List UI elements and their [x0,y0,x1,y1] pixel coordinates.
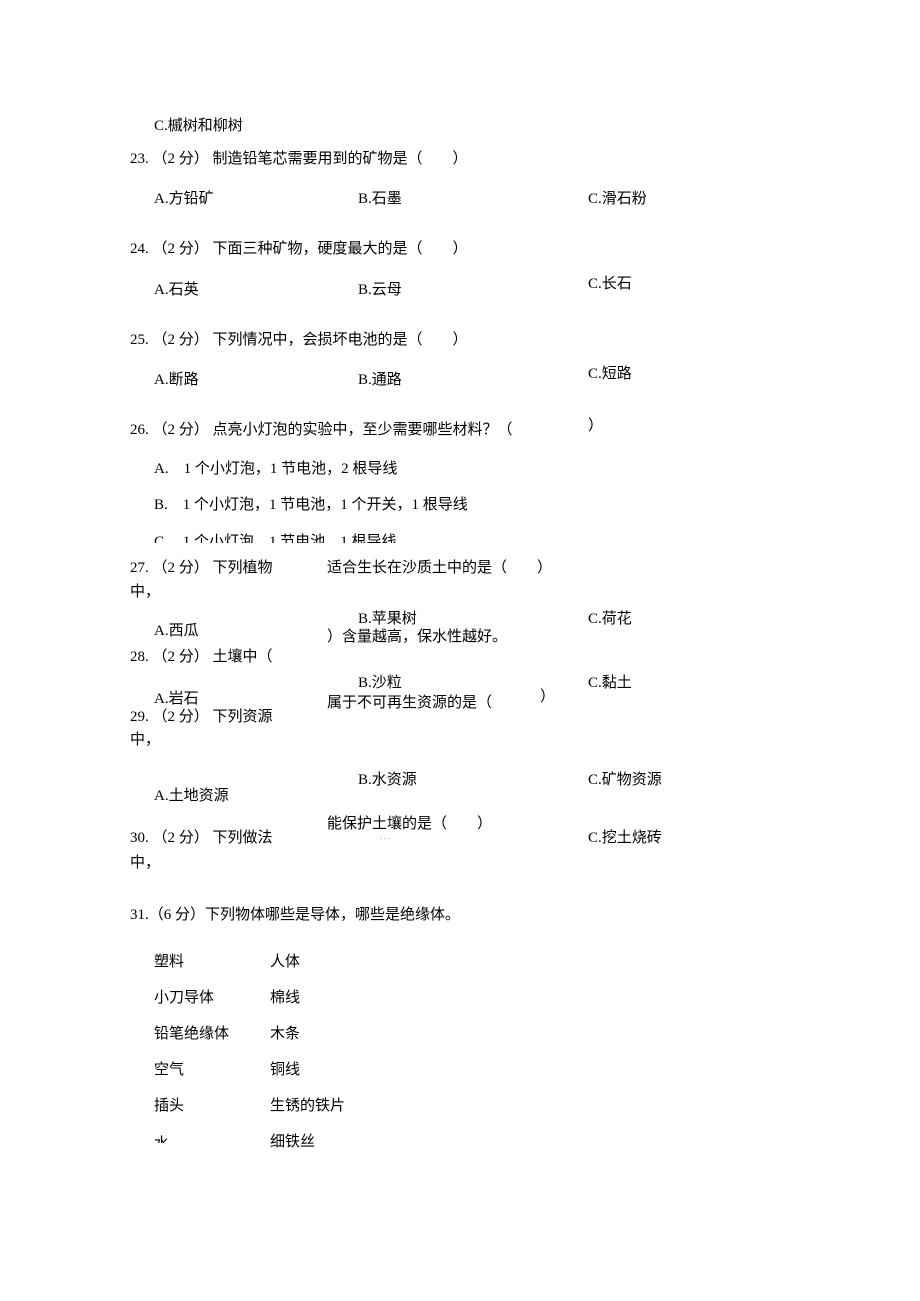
q28-opt-c: C.黏土 [588,672,632,695]
q26-sub-options: A. 1 个小灯泡，1 节电池，2 根导线 B. 1 个小灯泡，1 节电池，1 … [154,458,790,543]
q29-points: （2 分） [153,709,209,725]
q27-zhong: 中， [130,581,790,604]
item-left: 铅笔绝缘体 [154,1023,229,1046]
list-item: 插头 生锈的铁片 [154,1095,790,1131]
q25-points: （2 分） [153,329,209,352]
q30-zhong: 中， [130,852,790,875]
item-left: 水 [154,1133,169,1143]
q29-extra: 属于不可再生资源的是（ [327,692,492,715]
item-right: 木条 [270,1023,300,1046]
q26-opt-a: A. 1 个小灯泡，1 节电池，2 根导线 [154,458,790,481]
q27-num: 27. [130,560,149,576]
q30-text1: 下列做法 [213,830,273,846]
question-23: 23. （2 分） 制造铅笔芯需要用到的矿物是（ ） [130,148,790,171]
list-item: 塑料 人体 [154,951,790,987]
q30-dots: . . . [380,831,390,843]
q27-opt-c: C.荷花 [588,608,632,631]
q24-text: 下面三种矿物，硬度最大的是（ ） [213,238,468,261]
q25-num: 25. [130,329,149,352]
q24-options: A.石英 B.云母 C.长石 [130,279,790,309]
q25-opt-b: B.通路 [358,369,402,392]
question-31: 31.（6 分）下列物体哪些是导体，哪些是绝缘体。 [130,904,790,927]
q29-text1: 下列资源 [213,709,273,725]
item-left: 塑料 [154,951,184,974]
item-left: 空气 [154,1059,184,1082]
q27-tail: 适合生长在沙质土中的是（ ） [327,557,552,580]
item-left: 插头 [154,1095,184,1118]
q26-opt-c: C. 1 个小灯泡，1 节电池，1 根导线 [154,531,790,543]
q29-opt-c: C.矿物资源 [588,769,662,792]
q29-paren: ） [540,686,555,709]
q29-zhong: 中， [130,729,790,752]
question-26: 26. （2 分） 点亮小灯泡的实验中，至少需要哪些材料？（ ） [130,419,790,442]
q23-num: 23. [130,148,149,171]
q27-text1: 下列植物 [213,560,273,576]
item-right: 铜线 [270,1059,300,1082]
q23-points: （2 分） [153,148,209,171]
q29-options: A.土地资源 B.水资源 C.矿物资源 [130,757,790,787]
q26-points: （2 分） [153,419,209,442]
q24-num: 24. [130,238,149,261]
q30-points: （2 分） [153,830,209,846]
q30-num: 30. [130,830,149,846]
q29-opt-b: B.水资源 [358,769,417,792]
question-25: 25. （2 分） 下列情况中，会损坏电池的是（ ） [130,329,790,352]
q25-options: A.断路 B.通路 C.短路 [130,369,790,399]
item-right: 生锈的铁片 [270,1095,345,1118]
q24-opt-c: C.长石 [588,273,632,296]
q24-opt-b: B.云母 [358,279,402,302]
q23-text: 制造铅笔芯需要用到的矿物是（ ） [213,148,468,171]
q26-opt-b: B. 1 个小灯泡，1 节电池，1 个开关，1 根导线 [154,494,790,517]
q23-opt-a: A.方铅矿 [154,188,214,211]
question-27: 27. （2 分） 下列植物 适合生长在沙质土中的是（ ） 中， A.西瓜 B.… [130,557,790,636]
q28-text1: 土壤中（ [213,649,273,665]
q31-num: 31. [130,907,149,923]
item-right: 细铁丝 [270,1131,315,1154]
q28-extra: ）含量越高，保水性越好。 [327,626,507,649]
q25-opt-c: C.短路 [588,363,632,386]
q27-points: （2 分） [153,560,209,576]
question-29: 属于不可再生资源的是（ ） 29. （2 分） 下列资源 中， A.土地资源 B… [130,706,790,787]
q24-points: （2 分） [153,238,209,261]
list-item: 小刀导体 棉线 [154,987,790,1023]
item-right: 人体 [270,951,300,974]
q31-points: （6 分） [149,907,205,923]
q24-opt-a: A.石英 [154,279,199,302]
q23-options: A.方铅矿 B.石墨 C.滑石粉 [130,188,790,218]
q28-num: 28. [130,649,149,665]
q29-opt-a: A.土地资源 [154,785,229,808]
question-24: 24. （2 分） 下面三种矿物，硬度最大的是（ ） [130,238,790,261]
q31-item-list: 塑料 人体 小刀导体 棉线 铅笔绝缘体 木条 空气 铜线 插头 生锈的铁片 水 … [154,951,790,1167]
q25-text: 下列情况中，会损坏电池的是（ ） [213,329,468,352]
q29-num: 29. [130,709,149,725]
q26-text: 点亮小灯泡的实验中，至少需要哪些材料？（ [213,419,513,442]
q30-extra: 能保护土壤的是（ ） [327,813,492,836]
q27-opt-a: A.西瓜 [154,620,199,643]
q23-opt-c: C.滑石粉 [588,188,647,211]
list-item: 铅笔绝缘体 木条 [154,1023,790,1059]
prev-option-c: C.槭树和柳树 [154,115,790,138]
list-item: 空气 铜线 [154,1059,790,1095]
q30-opt-c: C.挖土烧砖 [588,827,662,850]
q25-opt-a: A.断路 [154,369,199,392]
q31-text: 下列物体哪些是导体，哪些是绝缘体。 [205,907,460,923]
q26-paren: ） [588,415,603,438]
item-right: 棉线 [270,987,300,1010]
list-item: 水 细铁丝 [154,1131,790,1167]
q23-opt-b: B.石墨 [358,188,402,211]
question-30: 能保护土壤的是（ ） . . . C.挖土烧砖 30. （2 分） 下列做法 中… [130,827,790,874]
item-left: 小刀导体 [154,987,214,1010]
q28-points: （2 分） [153,649,209,665]
q26-num: 26. [130,419,149,442]
